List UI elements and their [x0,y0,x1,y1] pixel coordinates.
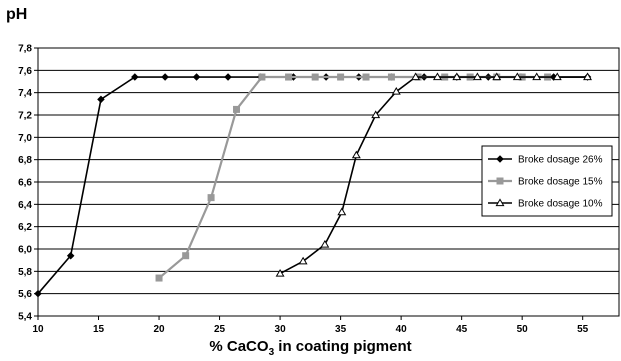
y-tick-label: 7,0 [18,133,32,144]
data-point [97,95,105,104]
legend-label: Broke dosage 15% [518,177,603,188]
data-point [224,73,232,81]
series-line [279,76,588,275]
y-tick-label: 5,6 [18,289,32,300]
x-tick-label: 55 [577,324,589,335]
x-tick-label: 15 [93,324,105,335]
data-point [387,73,395,81]
data-point [298,256,308,265]
legend-marker [495,198,505,207]
y-tick-label: 5,8 [18,267,32,278]
legend-label: Broke dosage 26% [518,155,603,166]
x-tick-label: 10 [32,324,44,335]
data-point [66,251,75,260]
data-point [432,72,442,81]
data-point [275,268,285,277]
data-point [362,73,370,81]
data-point [34,289,42,298]
y-tick-label: 6,2 [18,222,32,233]
x-tick-label: 40 [396,324,408,335]
y-axis-label: pH [6,6,28,23]
data-point [492,72,502,81]
y-tick-label: 6,8 [18,155,32,166]
x-tick-label: 25 [214,324,226,335]
legend-marker [496,177,504,185]
data-point [258,73,266,81]
data-point [472,72,482,81]
y-tick-label: 7,6 [18,66,32,77]
x-tick-label: 50 [517,324,529,335]
data-point [311,73,319,81]
y-tick-label: 6,6 [18,178,32,189]
data-point [337,207,347,216]
legend: Broke dosage 26% Broke dosage 15% Broke do… [481,145,613,217]
data-point [337,73,345,81]
x-axis-label-rest: in coating pigment [274,338,412,355]
data-point [320,239,330,248]
y-tick-label: 7,4 [18,88,32,99]
legend-label: Broke dosage 10% [518,199,603,210]
data-point [411,72,421,81]
x-tick-label: 35 [335,324,347,335]
data-point [452,72,462,81]
data-point [532,72,542,81]
x-axis-label: % CaCO3 in coating pigment [0,338,621,358]
data-point [552,72,562,81]
legend-marker [496,155,504,163]
x-axis-label-main: % CaCO [209,338,269,355]
data-point [233,105,241,113]
data-point [351,150,361,159]
data-point [371,110,381,119]
data-point [285,73,293,81]
data-point [192,73,201,81]
plot-frame [37,47,620,317]
y-tick-label: 7,8 [18,44,32,55]
data-point [161,73,169,81]
data-point [207,194,215,202]
y-tick-label: 5,4 [18,312,32,323]
data-point [512,72,522,81]
y-tick-label: 6,4 [18,200,32,211]
x-axis-label-subscript: 3 [268,347,275,358]
x-tick-label: 45 [456,324,468,335]
data-point [583,72,592,81]
y-tick-label: 6,0 [18,245,32,256]
data-point [155,274,163,282]
data-point [182,252,190,260]
y-tick-label: 7,2 [18,111,32,122]
series-3 [275,72,592,277]
x-tick-label: 20 [153,324,165,335]
x-tick-label: 30 [275,324,287,335]
data-point [131,73,139,81]
data-point [391,86,401,95]
